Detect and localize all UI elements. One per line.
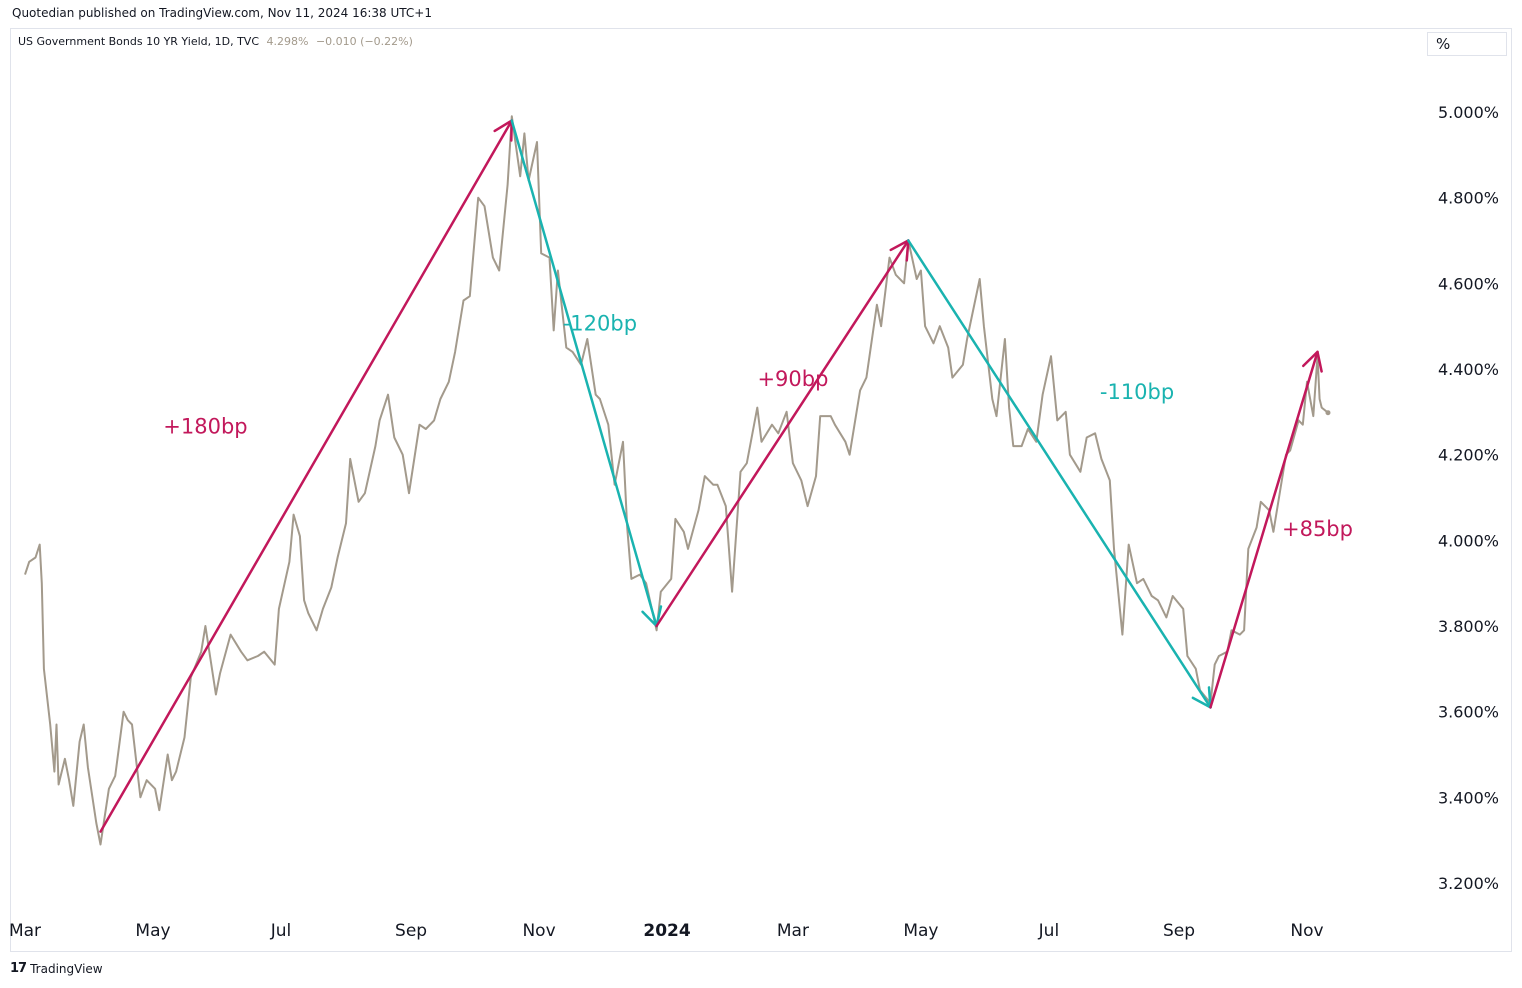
- symbol-title: US Government Bonds 10 YR Yield, 1D, TVC: [18, 35, 260, 48]
- down-trend-arrow: [510, 119, 658, 628]
- x-tick-label: Mar: [9, 921, 41, 941]
- up-trend-arrow: [655, 239, 910, 628]
- change-annotation-label: +85bp: [1282, 517, 1353, 541]
- change-annotation-label: -120bp: [563, 311, 637, 335]
- y-tick-label: 4.400%: [1438, 360, 1499, 379]
- chart-frame: [10, 28, 1512, 952]
- y-tick-label: 4.800%: [1438, 189, 1499, 208]
- x-tick-label: Mar: [777, 921, 809, 941]
- y-tick-label: 4.600%: [1438, 274, 1499, 293]
- y-tick-label: 5.000%: [1438, 103, 1499, 122]
- y-tick-label: 4.200%: [1438, 446, 1499, 465]
- change-annotation-label: +180bp: [163, 414, 247, 438]
- series-layer: [24, 115, 1331, 846]
- symbol-legend[interactable]: US Government Bonds 10 YR Yield, 1D, TVC…: [18, 35, 413, 48]
- up-trend-arrow: [99, 119, 514, 833]
- x-tick-label: Jul: [270, 921, 292, 941]
- x-tick-label: Sep: [395, 921, 427, 941]
- down-trend-arrow: [907, 239, 1212, 709]
- last-value: 4.298%: [266, 35, 309, 48]
- y-axis[interactable]: 5.000% 4.800% 4.600% 4.400% 4.200% 4.000% 3.80…: [1438, 103, 1499, 893]
- footer-brand: 17 TradingView: [10, 961, 103, 976]
- x-tick-label: Nov: [1290, 921, 1323, 941]
- x-tick-label: May: [135, 921, 170, 941]
- arrow-head-icon: [1302, 350, 1323, 373]
- tradingview-logo-icon: 17: [10, 961, 27, 976]
- x-tick-label: Nov: [522, 921, 555, 941]
- yield-series-line: [24, 115, 1329, 846]
- y-tick-label: 4.000%: [1438, 531, 1499, 550]
- x-axis[interactable]: Mar May Jul Sep Nov 2024 Mar May Jul Sep Nov: [9, 921, 1324, 941]
- up-trend-arrow: [1209, 350, 1319, 709]
- publisher-caption: Quotedian published on TradingView.com, …: [12, 6, 432, 20]
- x-tick-label: Jul: [1038, 921, 1060, 941]
- y-tick-label: 3.800%: [1438, 617, 1499, 636]
- change-annotation-label: +90bp: [757, 367, 828, 391]
- last-price-marker: [1325, 410, 1331, 416]
- y-tick-label: 3.600%: [1438, 703, 1499, 722]
- y-tick-label: 3.400%: [1438, 788, 1499, 807]
- y-tick-label: 3.200%: [1438, 874, 1499, 893]
- change-annotation-label: -110bp: [1100, 380, 1174, 404]
- price-change: −0.010 (−0.22%): [315, 35, 413, 48]
- x-tick-label: 2024: [643, 921, 690, 941]
- x-tick-label: Sep: [1163, 921, 1195, 941]
- annotation-layer: +180bp -120bp +90bp -110bp +85bp: [99, 119, 1353, 833]
- x-tick-label: May: [903, 921, 938, 941]
- price-scale-unit-button[interactable]: %: [1427, 32, 1507, 56]
- footer-brand-name: TradingView: [30, 961, 103, 976]
